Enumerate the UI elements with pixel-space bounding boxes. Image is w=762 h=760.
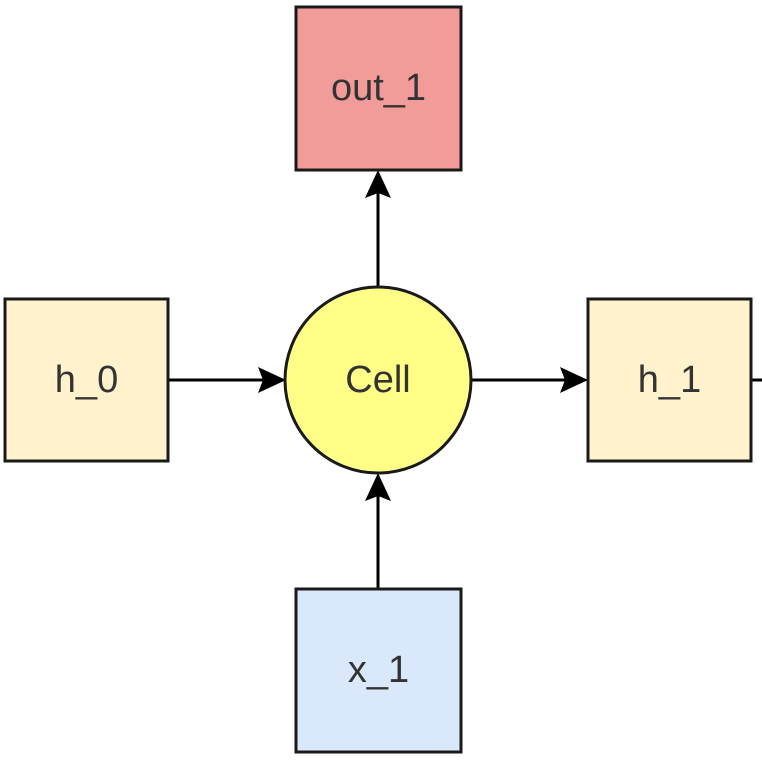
cell-label: Cell xyxy=(345,359,410,401)
cell-circle xyxy=(283,285,473,475)
edges xyxy=(168,170,762,588)
h1-box xyxy=(586,297,753,463)
x1-label: x_1 xyxy=(348,649,409,691)
node-h0: h_0 xyxy=(3,297,170,463)
h0-box xyxy=(3,297,170,463)
arrowhead-x1-to-cell xyxy=(365,473,391,501)
node-h1: h_1 xyxy=(586,297,753,463)
arrowhead-cell-to-h1 xyxy=(560,367,588,393)
node-out1: out_1 xyxy=(294,5,463,172)
out1-label: out_1 xyxy=(331,67,426,109)
h1-label: h_1 xyxy=(638,359,701,401)
node-cell: Cell xyxy=(283,285,473,475)
node-x1: x_1 xyxy=(294,587,463,754)
arrowhead-cell-to-out1 xyxy=(365,170,391,198)
h0-label: h_0 xyxy=(55,359,118,401)
out1-box xyxy=(294,5,463,172)
x1-box xyxy=(294,587,463,754)
arrowhead-h0-to-cell xyxy=(258,367,286,393)
